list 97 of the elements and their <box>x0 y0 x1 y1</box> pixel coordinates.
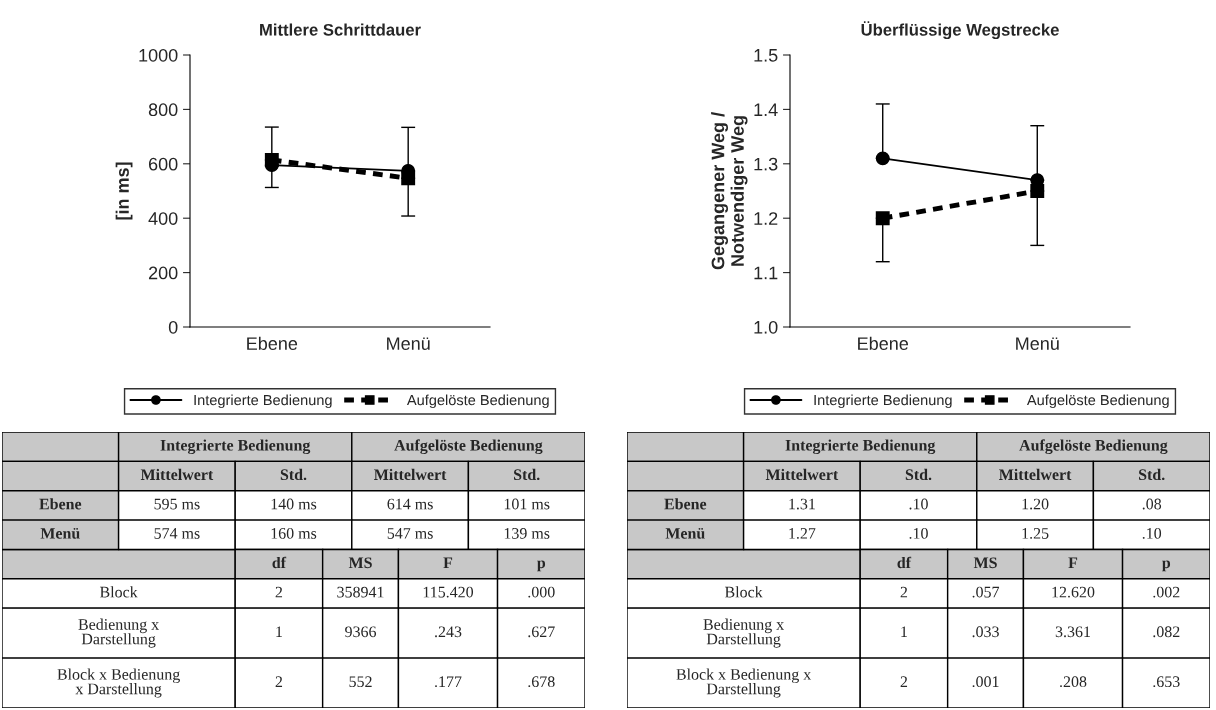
text: Block x Bedienung x Darstellung <box>676 668 812 698</box>
text: .10 <box>1142 527 1162 539</box>
x-tick-label: Ebene <box>247 336 298 350</box>
y-tick-label: 1.2 <box>754 212 778 225</box>
text: .177 <box>435 676 462 688</box>
text: 160 ms <box>271 527 317 539</box>
text: Ebene <box>664 498 707 510</box>
text: 1.27 <box>789 528 816 539</box>
text: Integrierte Bedienung <box>160 439 311 454</box>
legend-label: Aufgelöste Bedienung <box>406 394 549 409</box>
text: Mittelwert <box>374 468 447 481</box>
text: MS <box>973 557 997 569</box>
text: 139 ms <box>504 528 550 539</box>
text: .10 <box>909 527 928 539</box>
text: p <box>537 560 546 572</box>
y-tick-label: 1.4 <box>754 103 778 116</box>
text: 1 <box>276 626 282 637</box>
text: Mittelwert <box>999 468 1072 481</box>
text: Bedienung x Darstellung <box>703 618 784 648</box>
text: 3.361 <box>1055 626 1091 638</box>
text: Block x Bedienung x Darstellung <box>57 668 180 698</box>
y-tick-label: 1000 <box>139 48 178 62</box>
text: 1.25 <box>1022 528 1049 539</box>
point <box>875 211 890 226</box>
text: 9366 <box>345 626 377 638</box>
text: .033 <box>972 626 999 638</box>
text: 12.620 <box>1052 586 1095 598</box>
text: Block <box>99 586 138 598</box>
text: Block <box>724 586 763 598</box>
text: F <box>1068 557 1078 568</box>
y-tick-label: 400 <box>148 212 178 225</box>
text: Aufgelöste Bedienung <box>1019 439 1168 455</box>
text: .000 <box>528 586 555 598</box>
x-tick-label: Menü <box>1016 337 1059 350</box>
text: Std. <box>905 468 932 481</box>
text: .002 <box>1153 586 1180 598</box>
text: 552 <box>349 676 372 688</box>
text: F <box>443 557 453 568</box>
y-tick-label: 1.1 <box>754 266 778 280</box>
text: Std. <box>1139 468 1165 481</box>
text: Std. <box>280 468 307 481</box>
text: 115.420 <box>423 586 474 598</box>
legend-label: Aufgelöste Bedienung <box>1026 394 1169 409</box>
text: 1 <box>901 626 907 637</box>
text: .627 <box>528 626 555 638</box>
text: .10 <box>909 498 928 510</box>
point <box>875 151 890 166</box>
text: 2 <box>275 676 283 687</box>
text: Mittelwert <box>140 468 214 481</box>
chart-title: Überflüssige Wegstrecke <box>861 21 1059 40</box>
point <box>1030 184 1045 198</box>
text: Bedienung x Darstellung <box>78 618 159 648</box>
text: Menü <box>665 527 705 539</box>
y-tick-label: 0 <box>168 320 178 334</box>
text: 2 <box>275 586 283 598</box>
text: .243 <box>435 626 462 638</box>
text: df <box>272 556 287 569</box>
text: .057 <box>972 586 1000 598</box>
text: 101 ms <box>504 498 550 510</box>
text: Ebene <box>39 498 82 510</box>
text: .001 <box>972 676 999 688</box>
x-tick-label: Menü <box>387 337 430 350</box>
text: .082 <box>1153 626 1180 638</box>
x-tick-label: Ebene <box>858 336 909 350</box>
text: .208 <box>1060 676 1087 688</box>
text: 1.20 <box>1022 498 1049 510</box>
text: MS <box>348 557 372 569</box>
text: 2 <box>900 586 908 598</box>
y-tick-label: 200 <box>148 266 178 280</box>
text: .678 <box>528 676 555 688</box>
legend-label: Integrierte Bedienung <box>194 394 332 409</box>
text: Integrierte Bedienung <box>785 439 936 454</box>
text: 140 ms <box>271 498 317 510</box>
y-tick-label: 1.5 <box>754 49 778 62</box>
text: Menü <box>40 527 80 539</box>
text: 1.31 <box>789 498 815 510</box>
y-axis-title: Gegangener Weg / Notwendiger Weg <box>711 112 748 270</box>
text: 595 ms <box>154 498 200 510</box>
legend-label: Integrierte Bedienung <box>814 394 952 409</box>
text: Aufgelöste Bedienung <box>394 439 543 455</box>
text: 614 ms <box>387 498 433 510</box>
y-tick-label: 1.3 <box>754 157 778 171</box>
chart-title: Mittlere Schrittdauer <box>260 23 421 36</box>
y-tick-label: 800 <box>148 103 178 117</box>
y-tick-label: 1.0 <box>754 320 778 334</box>
text: 574 ms <box>154 528 200 539</box>
text: 358941 <box>337 586 384 598</box>
text: .08 <box>1142 498 1162 510</box>
text: 547 ms <box>387 528 433 539</box>
y-axis-title: [in ms] <box>115 162 133 220</box>
text: Std. <box>514 468 540 481</box>
text: Mittelwert <box>765 468 839 481</box>
text: 2 <box>900 676 908 687</box>
text: df <box>897 556 912 569</box>
text: .653 <box>1153 676 1180 688</box>
text: p <box>1162 560 1171 572</box>
y-tick-label: 600 <box>148 157 178 171</box>
